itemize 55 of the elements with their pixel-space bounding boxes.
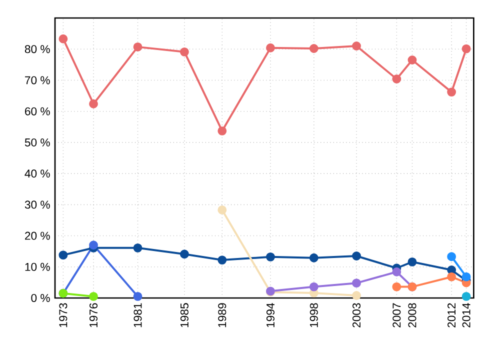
y-tick-label: 20 %	[25, 232, 50, 240]
x-tick-label: 1994	[266, 303, 274, 328]
point	[352, 252, 361, 260]
x-tick-label: 1985	[180, 303, 188, 328]
x-tick-label: 2003	[352, 303, 361, 328]
point	[408, 56, 417, 64]
x-tick-label: 1973	[59, 303, 68, 328]
point	[309, 44, 318, 53]
point	[218, 205, 227, 214]
point	[180, 47, 189, 56]
point	[352, 291, 361, 300]
point	[180, 250, 189, 259]
x-tick-label: 2014	[462, 303, 470, 328]
point	[447, 88, 456, 97]
x-tick-label: 1998	[310, 303, 318, 328]
y-tick-label: 10 %	[25, 262, 50, 271]
x-tick-label: 1989	[218, 303, 226, 328]
point	[408, 257, 417, 266]
point	[133, 243, 142, 252]
y-tick-label: 30 %	[24, 200, 50, 209]
point	[352, 42, 361, 50]
point	[218, 256, 227, 265]
x-tick-label: 2012	[448, 303, 456, 328]
point	[309, 282, 318, 292]
point	[266, 252, 275, 262]
point	[89, 99, 98, 108]
point	[392, 267, 402, 276]
y-tick-label: 0 %	[31, 294, 50, 302]
point	[352, 278, 361, 288]
point	[266, 43, 275, 52]
point	[218, 126, 227, 136]
y-tick-label: 50 %	[24, 138, 50, 146]
point	[58, 34, 68, 44]
point	[58, 250, 68, 260]
y-tick-label: 40 %	[24, 170, 50, 178]
point	[462, 44, 471, 54]
point	[392, 282, 402, 292]
point	[447, 252, 456, 262]
point	[309, 253, 318, 262]
x-tick-label: 2008	[408, 303, 416, 328]
point	[133, 292, 142, 301]
x-tick-label: 1981	[134, 303, 142, 328]
y-tick-label: 70 %	[25, 76, 50, 84]
point	[462, 272, 471, 282]
point	[462, 292, 471, 301]
point	[392, 74, 402, 84]
point	[89, 292, 98, 301]
point	[447, 272, 456, 282]
point	[133, 42, 142, 52]
y-tick-label: 80 %	[24, 45, 50, 54]
y-tick-label: 60 %	[25, 107, 50, 116]
point	[89, 240, 98, 250]
x-tick-label: 2007	[392, 303, 401, 328]
point	[447, 266, 456, 274]
x-tick-label: 1976	[90, 303, 98, 328]
